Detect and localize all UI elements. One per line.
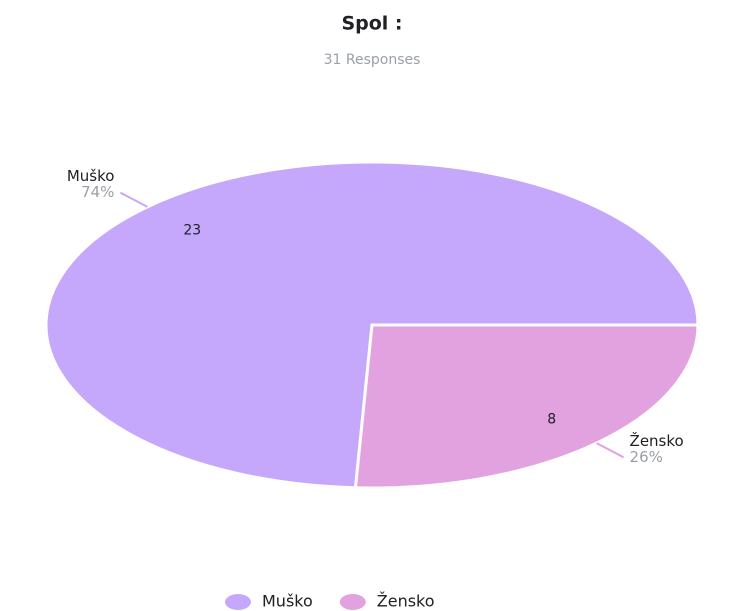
outside-percent-label: 74% [81,183,114,201]
legend-swatch [225,594,251,610]
legend-label: Muško [262,592,313,611]
legend-swatch [339,594,366,610]
legend-label: Žensko [377,592,435,611]
slice-value-label: 8 [547,412,556,428]
leader-line [596,442,625,459]
leader-line [119,191,148,208]
chart-title: Spol : [341,13,402,35]
chart-subtitle: 31 Responses [324,52,421,68]
slice-value-label: 23 [183,222,201,238]
outside-category-label: Muško [67,167,115,185]
outside-percent-label: 26% [630,448,663,466]
outside-category-label: Žensko [630,431,684,450]
